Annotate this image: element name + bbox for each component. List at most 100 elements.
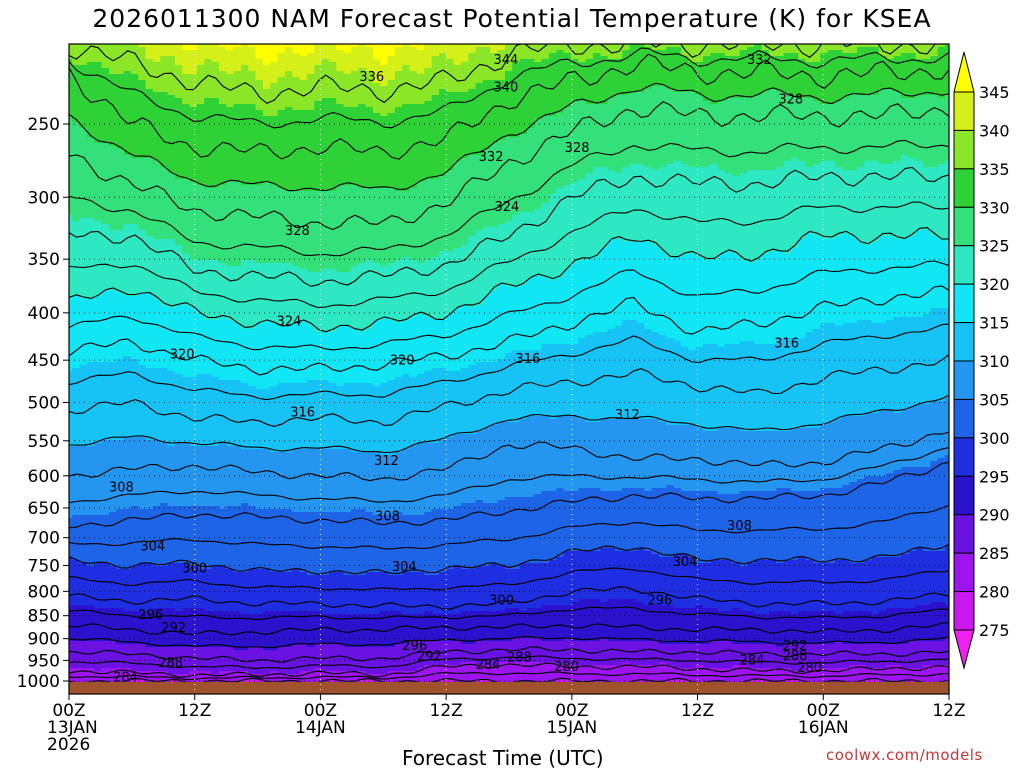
fill-cell <box>937 239 946 309</box>
fill-cell <box>548 419 558 492</box>
fill-cell <box>849 416 858 483</box>
fill-cell <box>416 572 426 615</box>
fill-cell <box>878 164 888 237</box>
fill-cell <box>69 668 74 684</box>
fill-cell <box>189 260 198 309</box>
plot-border <box>68 43 950 695</box>
fill-cell <box>460 569 470 612</box>
fill-cell <box>578 62 587 102</box>
fill-cell <box>72 368 81 447</box>
fill-cell <box>453 566 462 615</box>
fill-cell <box>834 614 844 642</box>
fill-cell <box>306 380 316 450</box>
fill-cell <box>277 77 286 111</box>
fill-cell <box>673 425 682 489</box>
fill-cell <box>350 452 360 510</box>
fill-cell <box>644 491 653 552</box>
fill-cell <box>790 248 800 339</box>
colorbar-swatch <box>953 206 975 247</box>
fill-cell <box>460 158 470 246</box>
fill-cell <box>409 188 418 261</box>
fill-cell <box>196 104 206 186</box>
fill-cell <box>746 563 756 612</box>
contour-line <box>69 47 949 129</box>
fill-cell <box>695 491 704 564</box>
fill-cell <box>468 44 477 54</box>
fill-cell <box>350 575 360 615</box>
fill-cell <box>614 665 624 687</box>
fill-cell <box>849 236 858 324</box>
fill-cell <box>864 245 873 321</box>
fill-cell <box>218 566 228 612</box>
fill-cell <box>490 611 499 642</box>
fill-cell <box>812 563 822 612</box>
fill-cell <box>886 557 895 609</box>
fill-cell <box>578 179 587 261</box>
fill-cell <box>519 350 528 420</box>
fill-cell <box>658 50 668 87</box>
fill-cell <box>944 455 949 546</box>
fill-cell <box>416 44 426 51</box>
fill-cell <box>578 419 587 489</box>
fill-cell <box>526 416 536 498</box>
fill-cell <box>578 599 587 642</box>
colorbar: 3453403353303253203153103053002952902852… <box>953 51 1010 670</box>
fill-cell <box>541 44 550 60</box>
fill-cell <box>497 284 506 360</box>
fill-cell <box>915 404 924 468</box>
fill-cell <box>805 332 814 429</box>
contour-line <box>69 504 949 550</box>
fill-cell <box>600 491 609 549</box>
fill-cell <box>585 599 594 642</box>
colorbar-label: 320 <box>979 275 1010 294</box>
fill-cell <box>842 98 851 171</box>
fill-cell <box>614 326 624 420</box>
fill-cell <box>732 44 741 57</box>
fill-cell <box>424 611 433 642</box>
x-tick-label: 12Z <box>681 701 714 721</box>
fill-cell <box>372 263 382 321</box>
fill-cell <box>299 56 308 81</box>
fill-cell <box>196 506 206 570</box>
fill-cell <box>651 641 660 666</box>
fill-cell <box>820 425 829 489</box>
fill-cell <box>497 80 506 141</box>
fill-cell <box>372 188 382 264</box>
fill-cell <box>196 569 206 609</box>
fill-cell <box>548 44 558 54</box>
fill-cell <box>915 641 924 669</box>
fill-cell <box>409 641 418 672</box>
fill-cell <box>937 164 946 240</box>
fill-cell <box>292 110 301 192</box>
fill-cell <box>563 107 572 186</box>
fill-cell <box>182 104 191 180</box>
fill-cell <box>167 308 176 372</box>
fill-cell <box>636 164 646 243</box>
y-tick-label: 600 <box>28 467 60 487</box>
fill-cell <box>380 611 389 648</box>
fill-cell <box>805 98 814 168</box>
fill-cell <box>644 419 653 492</box>
fill-cell <box>548 194 558 282</box>
fill-cell <box>116 230 125 294</box>
fill-cell <box>204 260 213 321</box>
fill-cell <box>248 185 257 261</box>
fill-cell <box>262 182 272 264</box>
fill-cell <box>629 164 638 243</box>
fill-cell <box>446 314 455 372</box>
fill-cell <box>776 251 785 339</box>
y-tick-label: 800 <box>28 582 60 602</box>
fill-cell <box>394 644 404 672</box>
fill-cell <box>592 104 602 168</box>
fill-cell <box>321 449 330 513</box>
fill-cell <box>827 611 836 645</box>
fill-cell <box>431 614 440 642</box>
credit-link[interactable]: coolwx.com/models <box>826 746 983 764</box>
fill-cell <box>812 101 822 165</box>
fill-cell <box>145 293 154 369</box>
fill-cell <box>886 59 895 90</box>
fill-cell <box>688 167 697 255</box>
fill-cell <box>790 338 800 429</box>
fill-cell <box>798 59 807 99</box>
fill-cell <box>805 233 814 333</box>
